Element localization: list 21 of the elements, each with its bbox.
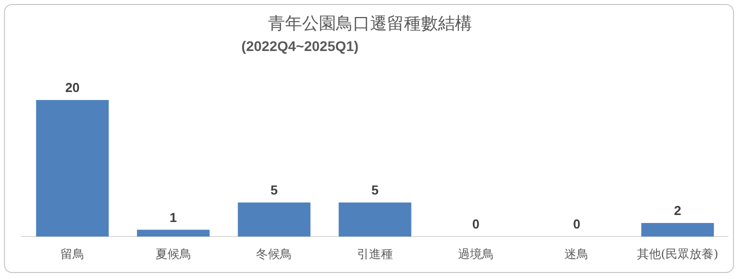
chart-title: 青年公園鳥口遷留種數結構 bbox=[267, 13, 473, 35]
bar bbox=[641, 222, 714, 237]
bar bbox=[338, 202, 412, 237]
data-label: 5 bbox=[270, 182, 278, 198]
data-label: 1 bbox=[170, 210, 177, 225]
x-tick-label: 過境鳥 bbox=[458, 246, 494, 261]
data-label: 0 bbox=[472, 216, 480, 232]
x-tick-label: 迷鳥 bbox=[564, 246, 589, 261]
data-label: 20 bbox=[65, 80, 80, 96]
x-tick-label: 冬候鳥 bbox=[256, 246, 292, 261]
bar bbox=[136, 230, 210, 237]
data-label: 2 bbox=[674, 203, 682, 218]
x-tick-label: 引進種 bbox=[357, 246, 393, 261]
data-label: 5 bbox=[371, 182, 379, 198]
x-tick-label: 留鳥 bbox=[60, 246, 84, 261]
bar bbox=[238, 202, 310, 237]
x-tick-label: 其他(民眾放養) bbox=[636, 246, 718, 261]
x-tick-label: 夏候鳥 bbox=[155, 246, 192, 261]
bar bbox=[36, 100, 109, 237]
chart-subtitle: (2022Q4~2025Q1) bbox=[240, 38, 360, 54]
data-label: 0 bbox=[573, 216, 580, 232]
